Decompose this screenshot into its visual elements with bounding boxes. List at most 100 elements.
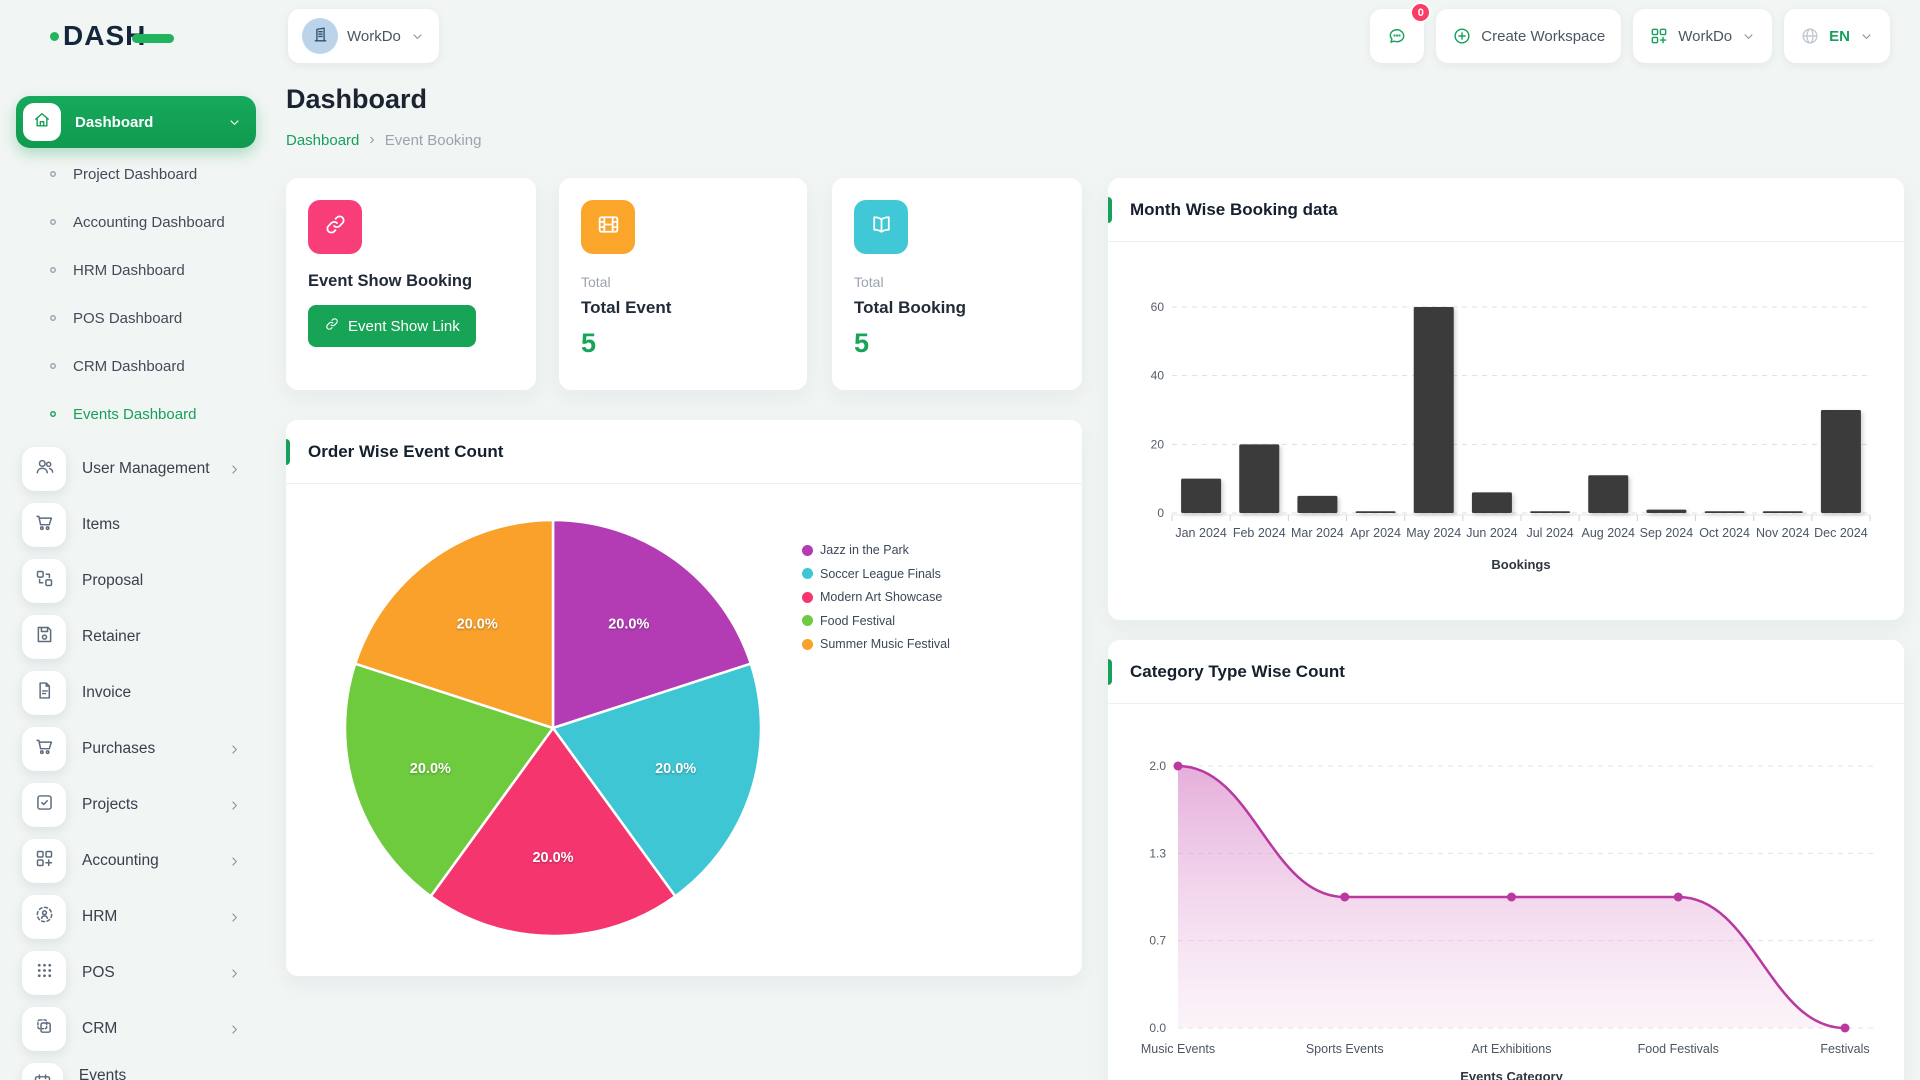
svg-text:May 2024: May 2024 xyxy=(1406,526,1461,540)
chevron-right-icon xyxy=(227,1022,242,1037)
area-chart: 0.0 0.7 1.3 2.0 Music Events Sports Events Art… xyxy=(1141,759,1873,1080)
legend-item-summer-music-festival[interactable]: Summer Music Festival xyxy=(802,635,950,653)
svg-text:Bookings: Bookings xyxy=(1491,557,1550,572)
order-wise-event-card: Order Wise Event Count 20.0% 20.0% 20.0% 20… xyxy=(286,420,1082,976)
chevron-down-icon xyxy=(1741,29,1756,44)
file-icon-tile xyxy=(22,671,66,715)
sidebar-item-items[interactable]: Items xyxy=(16,497,256,553)
sidebar-item-events-dashboard[interactable]: Events Dashboard xyxy=(16,390,256,438)
link-icon-tile xyxy=(308,200,362,254)
legend-label: Food Festival xyxy=(820,613,896,628)
stat-value: 5 xyxy=(581,328,597,358)
svg-text:Dec 2024: Dec 2024 xyxy=(1814,526,1868,540)
sidebar-item-hrm[interactable]: HRM xyxy=(16,889,256,945)
sidebar-item-invoice[interactable]: Invoice xyxy=(16,665,256,721)
breadcrumb-link-dashboard[interactable]: Dashboard xyxy=(286,131,360,149)
grid-plus-icon xyxy=(1649,26,1669,46)
building-icon xyxy=(311,25,330,48)
page-title: Dashboard xyxy=(286,84,428,114)
legend-item-jazz-in-the-park[interactable]: Jazz in the Park xyxy=(802,541,950,559)
sidebar-item-label: Projects xyxy=(82,796,138,813)
sidebar-item-label: HRM Dashboard xyxy=(73,261,185,279)
card-title: Event Show Booking xyxy=(308,272,473,290)
grid-plus-icon-tile xyxy=(22,839,66,883)
sidebar-item-label: POS xyxy=(82,964,115,981)
chevron-down-icon xyxy=(1859,29,1874,44)
proposal-icon-tile xyxy=(22,559,66,603)
notification-badge: 0 xyxy=(1410,2,1432,23)
sidebar-item-project-dashboard[interactable]: Project Dashboard xyxy=(16,150,256,198)
chevron-right-icon xyxy=(227,798,242,813)
svg-text:Jun 2024: Jun 2024 xyxy=(1466,526,1517,540)
sidebar-item-dashboard[interactable]: Dashboard xyxy=(16,96,256,148)
sidebar-item-crm[interactable]: CRM xyxy=(16,1001,256,1057)
svg-text:Art Exhibitions: Art Exhibitions xyxy=(1472,1042,1552,1056)
logo-text: DASH xyxy=(63,20,147,51)
messages-button[interactable]: 0 xyxy=(1370,2,1432,63)
language-button[interactable]: EN xyxy=(1784,9,1890,63)
create-workspace-button[interactable]: Create Workspace xyxy=(1436,9,1622,63)
stat-kicker: Total xyxy=(581,274,611,290)
legend-item-modern-art-showcase[interactable]: Modern Art Showcase xyxy=(802,588,950,606)
sidebar-item-pos[interactable]: POS xyxy=(16,945,256,1001)
sidebar-item-accounting[interactable]: Accounting xyxy=(16,833,256,889)
sidebar-item-events-management[interactable]: Events Management xyxy=(16,1057,256,1080)
sidebar-item-crm-dashboard[interactable]: CRM Dashboard xyxy=(16,342,256,390)
app-logo[interactable]: DASH xyxy=(50,20,175,52)
bullet-icon xyxy=(48,409,58,419)
check-square-icon-tile xyxy=(22,783,66,827)
legend-dot xyxy=(802,544,813,556)
legend-item-food-festival[interactable]: Food Festival xyxy=(802,612,950,630)
total-booking-card: Total Total Booking 5 xyxy=(832,178,1082,390)
svg-text:1.3: 1.3 xyxy=(1149,846,1166,860)
legend-dot xyxy=(802,591,813,603)
svg-text:Food Festivals: Food Festivals xyxy=(1638,1042,1719,1056)
pie-legend: Jazz in the Park Soccer League Finals Mode… xyxy=(802,541,950,659)
globe-icon xyxy=(1800,26,1820,46)
sidebar-item-user-management[interactable]: User Management xyxy=(16,441,256,497)
bullet-icon xyxy=(48,217,58,227)
workspace-selector[interactable]: WorkDo xyxy=(288,9,439,63)
sidebar-item-label: Items xyxy=(82,516,120,533)
legend-dot xyxy=(802,638,813,650)
event-show-link-button[interactable]: Event Show Link xyxy=(308,305,476,347)
breadcrumb-separator: › xyxy=(369,131,375,148)
sidebar-item-label: Proposal xyxy=(82,572,144,589)
svg-text:60: 60 xyxy=(1151,300,1165,314)
save-icon-tile xyxy=(22,615,66,659)
chat-icon xyxy=(1387,26,1407,46)
sidebar-item-projects[interactable]: Projects xyxy=(16,777,256,833)
card-accent xyxy=(286,439,290,465)
month-wise-booking-card: Month Wise Booking data 0 20 40 60 Jan 2024 F… xyxy=(1108,178,1904,620)
app-menu-button[interactable]: WorkDo xyxy=(1633,9,1773,63)
sidebar-main-list: User Management Items Proposal Retainer Invo… xyxy=(16,441,256,1080)
sidebar-item-retainer[interactable]: Retainer xyxy=(16,609,256,665)
sidebar-item-label: Retainer xyxy=(82,628,141,645)
grid-plus-icon xyxy=(34,848,55,874)
legend-item-soccer-league-finals[interactable]: Soccer League Finals xyxy=(802,565,950,583)
sidebar-item-purchases[interactable]: Purchases xyxy=(16,721,256,777)
chevron-down-icon xyxy=(410,29,425,44)
stat-title: Total Event xyxy=(581,298,672,317)
sidebar-item-hrm-dashboard[interactable]: HRM Dashboard xyxy=(16,246,256,294)
film-icon xyxy=(596,212,621,242)
cart-icon-tile xyxy=(22,503,66,547)
legend-dot xyxy=(802,568,813,579)
workspace-name: WorkDo xyxy=(347,27,401,45)
sidebar-item-accounting-dashboard[interactable]: Accounting Dashboard xyxy=(16,198,256,246)
film-icon-tile xyxy=(581,200,635,254)
sidebar-item-proposal[interactable]: Proposal xyxy=(16,553,256,609)
chart-title: Category Type Wise Count xyxy=(1130,661,1345,681)
sidebar-item-label: Project Dashboard xyxy=(73,165,198,183)
sidebar-item-label: Dashboard xyxy=(75,113,154,131)
sidebar-item-label: HRM xyxy=(82,908,118,925)
link-icon xyxy=(324,316,340,336)
person-target-icon-tile xyxy=(22,895,66,939)
sidebar-sub-list: Project Dashboard Accounting Dashboard HRM… xyxy=(16,150,256,438)
home-icon-tile xyxy=(23,103,61,141)
sidebar-item-label: Accounting Dashboard xyxy=(73,213,225,231)
sidebar-item-pos-dashboard[interactable]: POS Dashboard xyxy=(16,294,256,342)
legend-label: Jazz in the Park xyxy=(820,543,909,557)
total-event-card: Total Total Event 5 xyxy=(559,178,807,390)
sidebar-item-label: Accounting xyxy=(82,852,159,869)
